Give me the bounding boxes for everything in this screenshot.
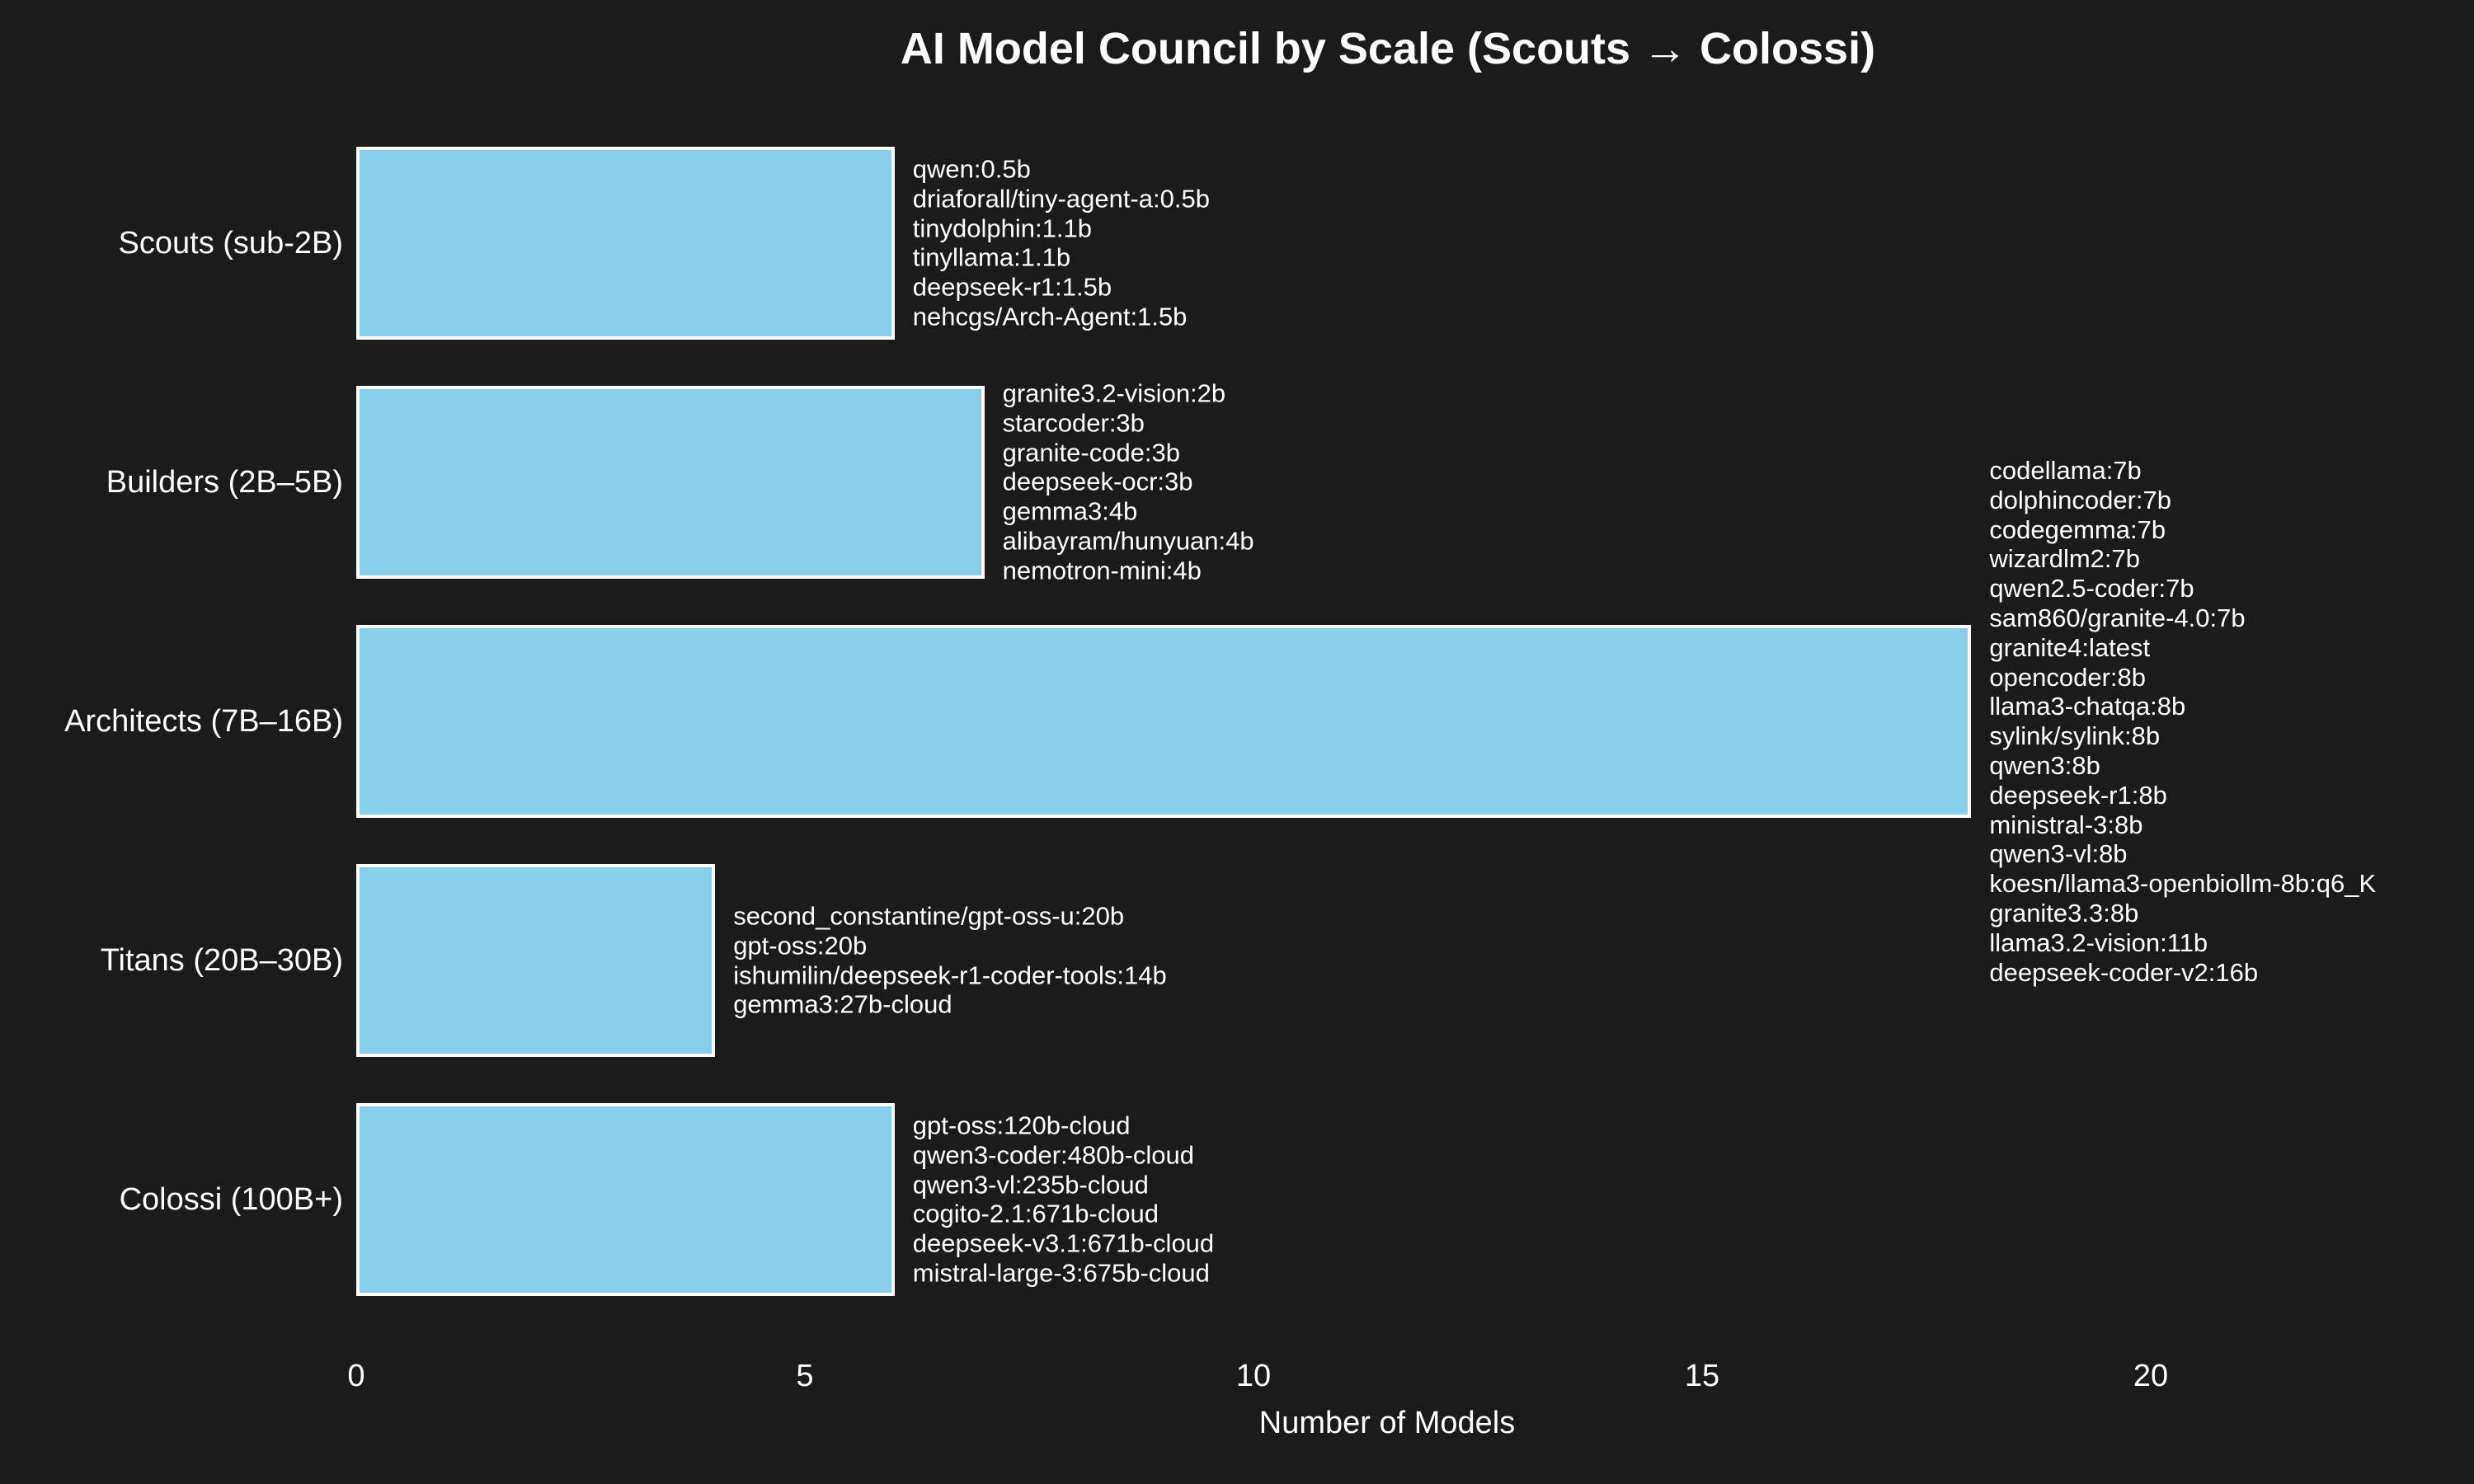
model-name: granite4:latest xyxy=(1989,632,2151,662)
x-axis-label: Number of Models xyxy=(1258,1406,1516,1440)
bar-builders xyxy=(356,386,985,579)
model-name: alibayram/hunyuan:4b xyxy=(1002,526,1254,556)
model-name: qwen3:8b xyxy=(1989,750,2100,780)
bar-titans xyxy=(356,864,716,1057)
model-name: gemma3:27b-cloud xyxy=(733,989,952,1019)
model-name: gpt-oss:20b xyxy=(733,931,868,960)
chart-title: AI Model Council by Scale (Scouts → Colo… xyxy=(900,24,1876,73)
model-name: gemma3:4b xyxy=(1002,496,1138,526)
model-name: gpt-oss:120b-cloud xyxy=(912,1111,1131,1140)
model-name: sam860/granite-4.0:7b xyxy=(1989,603,2246,632)
model-list: gpt-oss:120b-cloud qwen3-coder:480b-cloud… xyxy=(913,1111,1214,1289)
model-name: nemotron-mini:4b xyxy=(1002,556,1202,585)
x-tick: 10 xyxy=(1235,1359,1272,1393)
model-name: llama3-chatqa:8b xyxy=(1989,692,2186,721)
category-label: Titans (20B–30B) xyxy=(100,942,343,978)
model-name: tinyllama:1.1b xyxy=(912,243,1071,272)
plot-area: Scouts (sub-2B) qwen:0.5b driaforall/tiny… xyxy=(64,140,2467,1336)
model-name: cogito-2.1:671b-cloud xyxy=(912,1200,1159,1228)
model-name: qwen3-vl:235b-cloud xyxy=(912,1170,1149,1200)
model-name: deepseek-ocr:3b xyxy=(1002,467,1193,497)
model-name: tinydolphin:1.1b xyxy=(912,214,1092,243)
model-name: qwen3-coder:480b-cloud xyxy=(912,1140,1195,1170)
model-name: qwen:0.5b xyxy=(912,154,1031,184)
x-tick: 0 xyxy=(347,1359,365,1393)
bar-colossi xyxy=(356,1103,895,1296)
x-tick: 15 xyxy=(1684,1359,1720,1393)
model-name: second_constantine/gpt-oss-u:20b xyxy=(733,901,1125,931)
x-tick: 20 xyxy=(2133,1359,2169,1393)
bar-architects xyxy=(356,625,1972,818)
model-name: driaforall/tiny-agent-a:0.5b xyxy=(912,184,1210,214)
model-name: dolphincoder:7b xyxy=(1989,485,2172,514)
model-name: codellama:7b xyxy=(1989,455,2142,485)
model-name: mistral-large-3:675b-cloud xyxy=(912,1258,1210,1288)
model-name: codegemma:7b xyxy=(1989,514,2166,544)
model-name: granite3.3:8b xyxy=(1989,898,2139,928)
category-label: Scouts (sub-2B) xyxy=(118,225,343,261)
model-name: deepseek-coder-v2:16b xyxy=(1989,957,2259,987)
model-list: granite3.2-vision:2b starcoder:3b granite-… xyxy=(1003,379,1254,586)
model-name: starcoder:3b xyxy=(1002,408,1145,438)
x-tick: 5 xyxy=(796,1359,814,1393)
bar-scouts xyxy=(356,147,895,340)
model-list: codellama:7b dolphincoder:7b codegemma:7b w… xyxy=(1989,456,2376,987)
model-name: granite-code:3b xyxy=(1002,438,1181,467)
model-name: ishumilin/deepseek-r1-coder-tools:14b xyxy=(733,960,1167,989)
model-name: qwen2.5-coder:7b xyxy=(1989,574,2194,603)
model-name: nehcgs/Arch-Agent:1.5b xyxy=(912,302,1188,331)
model-list: qwen:0.5b driaforall/tiny-agent-a:0.5b tin… xyxy=(913,155,1210,332)
model-name: opencoder:8b xyxy=(1989,662,2146,692)
model-name: koesn/llama3-openbiollm-8b:q6_K xyxy=(1989,868,2377,898)
model-name: deepseek-r1:1.5b xyxy=(912,272,1112,302)
model-name: wizardlm2:7b xyxy=(1989,544,2141,574)
model-name: deepseek-r1:8b xyxy=(1989,780,2167,810)
category-label: Architects (7B–16B) xyxy=(64,703,343,739)
category-label: Builders (2B–5B) xyxy=(106,464,343,500)
model-name: llama3.2-vision:11b xyxy=(1989,928,2208,957)
model-list: second_constantine/gpt-oss-u:20b gpt-oss:… xyxy=(733,901,1167,1019)
model-name: ministral-3:8b xyxy=(1989,810,2143,839)
model-name: deepseek-v3.1:671b-cloud xyxy=(912,1228,1215,1258)
x-axis: 0 5 10 15 20 xyxy=(347,1359,2335,1400)
category-label: Colossi (100B+) xyxy=(119,1181,343,1217)
model-name: granite3.2-vision:2b xyxy=(1002,378,1226,408)
model-name: sylink/sylink:8b xyxy=(1989,721,2161,750)
model-name: qwen3-vl:8b xyxy=(1989,839,2128,869)
